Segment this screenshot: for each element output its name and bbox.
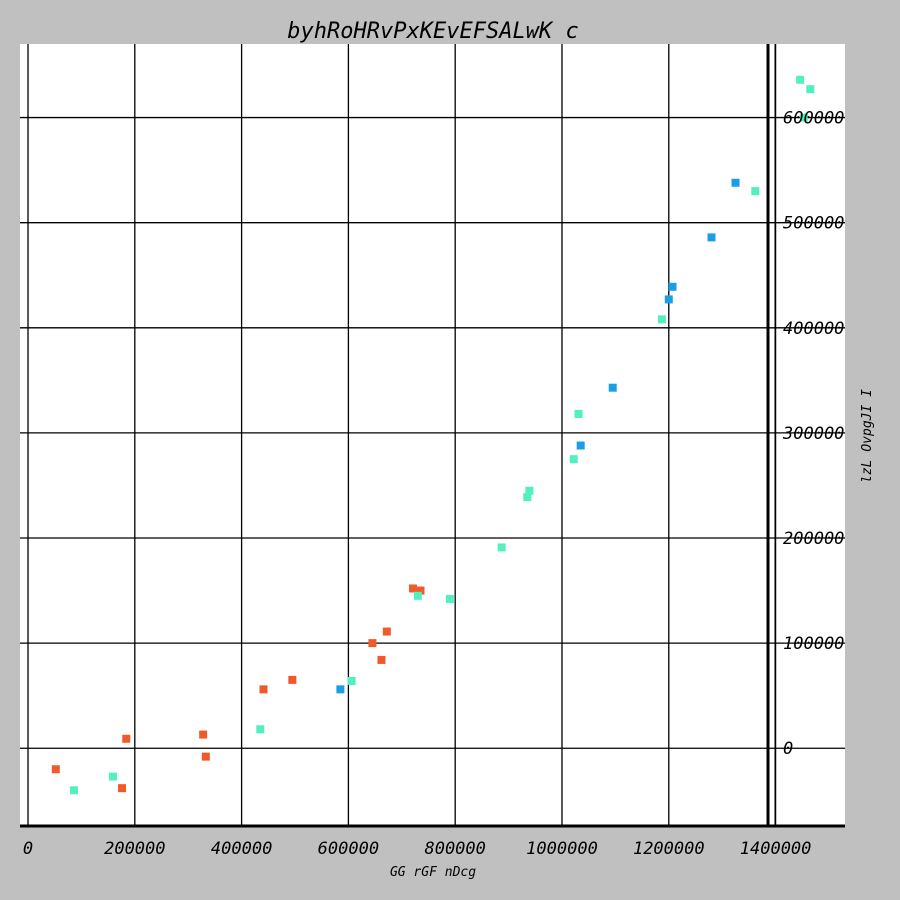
x-tick-label: 0 xyxy=(23,839,33,859)
data-point xyxy=(569,455,578,464)
data-point xyxy=(657,315,666,324)
x-tick-label: 800000 xyxy=(424,839,485,859)
data-point xyxy=(51,765,60,774)
grid-lines xyxy=(20,44,845,826)
y-tick-label: 600000 xyxy=(783,109,844,129)
data-point xyxy=(576,441,585,450)
x-tick-label: 200000 xyxy=(104,839,165,859)
y-tick-labels: 0 100000 200000 300000 400000 500000 600000 xyxy=(782,109,844,760)
data-point xyxy=(608,383,617,392)
x-tick-label: 1400000 xyxy=(740,839,812,859)
y-tick-label: 200000 xyxy=(783,529,844,549)
data-point xyxy=(525,486,534,495)
data-point xyxy=(288,675,297,684)
x-tick-label: 1000000 xyxy=(526,839,598,859)
data-point xyxy=(347,676,356,685)
data-point xyxy=(416,586,425,595)
y-tick-label: 100000 xyxy=(783,634,844,654)
x-axis-label: GG rGF nDcg xyxy=(390,865,476,880)
data-point xyxy=(336,685,345,694)
data-point xyxy=(199,730,208,739)
data-point xyxy=(497,543,506,552)
data-point xyxy=(413,591,422,600)
data-point xyxy=(201,752,210,761)
data-point xyxy=(259,685,268,694)
data-point xyxy=(69,786,78,795)
chart-title: byhRoHRvPxKEvEFSALwK c xyxy=(287,19,578,44)
data-point xyxy=(377,655,386,664)
data-point xyxy=(796,75,805,84)
data-point xyxy=(523,493,532,502)
y-tick-label: 0 xyxy=(783,739,793,759)
data-point xyxy=(664,295,673,304)
plot-area xyxy=(20,44,845,826)
data-point xyxy=(751,187,760,196)
data-point xyxy=(409,584,418,593)
y-tick-label: 400000 xyxy=(783,319,844,339)
y-tick-label: 300000 xyxy=(782,424,844,444)
data-point xyxy=(731,178,740,187)
data-point xyxy=(445,594,454,603)
data-point xyxy=(574,409,583,418)
y-tick-label: 500000 xyxy=(783,214,844,234)
data-point xyxy=(799,113,808,122)
y-axis-label: lzL OvpgJI I xyxy=(860,389,875,483)
data-point xyxy=(707,233,716,242)
x-tick-label: 600000 xyxy=(318,839,379,859)
x-tick-labels: 0 200000 400000 600000 800000 1000000 1200000 1… xyxy=(23,839,812,859)
data-point xyxy=(117,784,126,793)
data-point xyxy=(382,627,391,636)
data-points xyxy=(51,75,815,795)
x-tick-label: 400000 xyxy=(211,839,272,859)
data-point xyxy=(108,772,117,781)
data-point xyxy=(256,725,265,734)
x-tick-label: 1200000 xyxy=(633,839,705,859)
data-point xyxy=(806,85,815,94)
data-point xyxy=(122,734,131,743)
data-point xyxy=(668,282,677,291)
data-point xyxy=(368,639,377,648)
